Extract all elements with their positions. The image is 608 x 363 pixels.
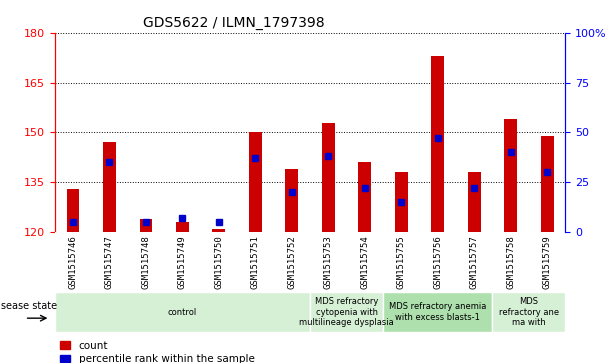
- Bar: [66, 189, 79, 232]
- Text: GSM1515746: GSM1515746: [69, 235, 77, 289]
- Text: GSM1515750: GSM1515750: [215, 235, 223, 289]
- Bar: [541, 136, 553, 232]
- Text: GSM1515759: GSM1515759: [543, 235, 551, 289]
- Bar: [504, 119, 517, 232]
- Text: disease state: disease state: [0, 301, 57, 311]
- Text: control: control: [168, 308, 197, 317]
- Bar: [139, 219, 152, 232]
- Bar: [468, 172, 480, 232]
- Bar: [322, 122, 334, 232]
- Text: GSM1515749: GSM1515749: [178, 235, 187, 289]
- Bar: [212, 229, 225, 232]
- Bar: [176, 222, 188, 232]
- Bar: [55, 292, 310, 332]
- Bar: [310, 292, 383, 332]
- Text: MDS refractory
cytopenia with
multilineage dysplasia: MDS refractory cytopenia with multilinea…: [299, 297, 394, 327]
- Text: GSM1515756: GSM1515756: [434, 235, 442, 289]
- Bar: [358, 163, 371, 232]
- Text: GSM1515747: GSM1515747: [105, 235, 114, 289]
- Bar: [285, 169, 298, 232]
- Text: GSM1515751: GSM1515751: [251, 235, 260, 289]
- Text: GSM1515748: GSM1515748: [142, 235, 150, 289]
- Text: GSM1515753: GSM1515753: [324, 235, 333, 289]
- Bar: [249, 132, 261, 232]
- Text: GSM1515758: GSM1515758: [506, 235, 515, 289]
- Text: GSM1515754: GSM1515754: [361, 235, 369, 289]
- Bar: [431, 56, 444, 232]
- Text: GSM1515757: GSM1515757: [470, 235, 478, 289]
- Text: MDS
refractory ane
ma with: MDS refractory ane ma with: [499, 297, 559, 327]
- Bar: [383, 292, 492, 332]
- Text: MDS refractory anemia
with excess blasts-1: MDS refractory anemia with excess blasts…: [389, 302, 486, 322]
- Title: GDS5622 / ILMN_1797398: GDS5622 / ILMN_1797398: [143, 16, 324, 30]
- Text: GSM1515752: GSM1515752: [288, 235, 296, 289]
- Text: GSM1515755: GSM1515755: [397, 235, 406, 289]
- Legend: count, percentile rank within the sample: count, percentile rank within the sample: [60, 341, 255, 363]
- Bar: [492, 292, 565, 332]
- Bar: [395, 172, 407, 232]
- Bar: [103, 143, 116, 232]
